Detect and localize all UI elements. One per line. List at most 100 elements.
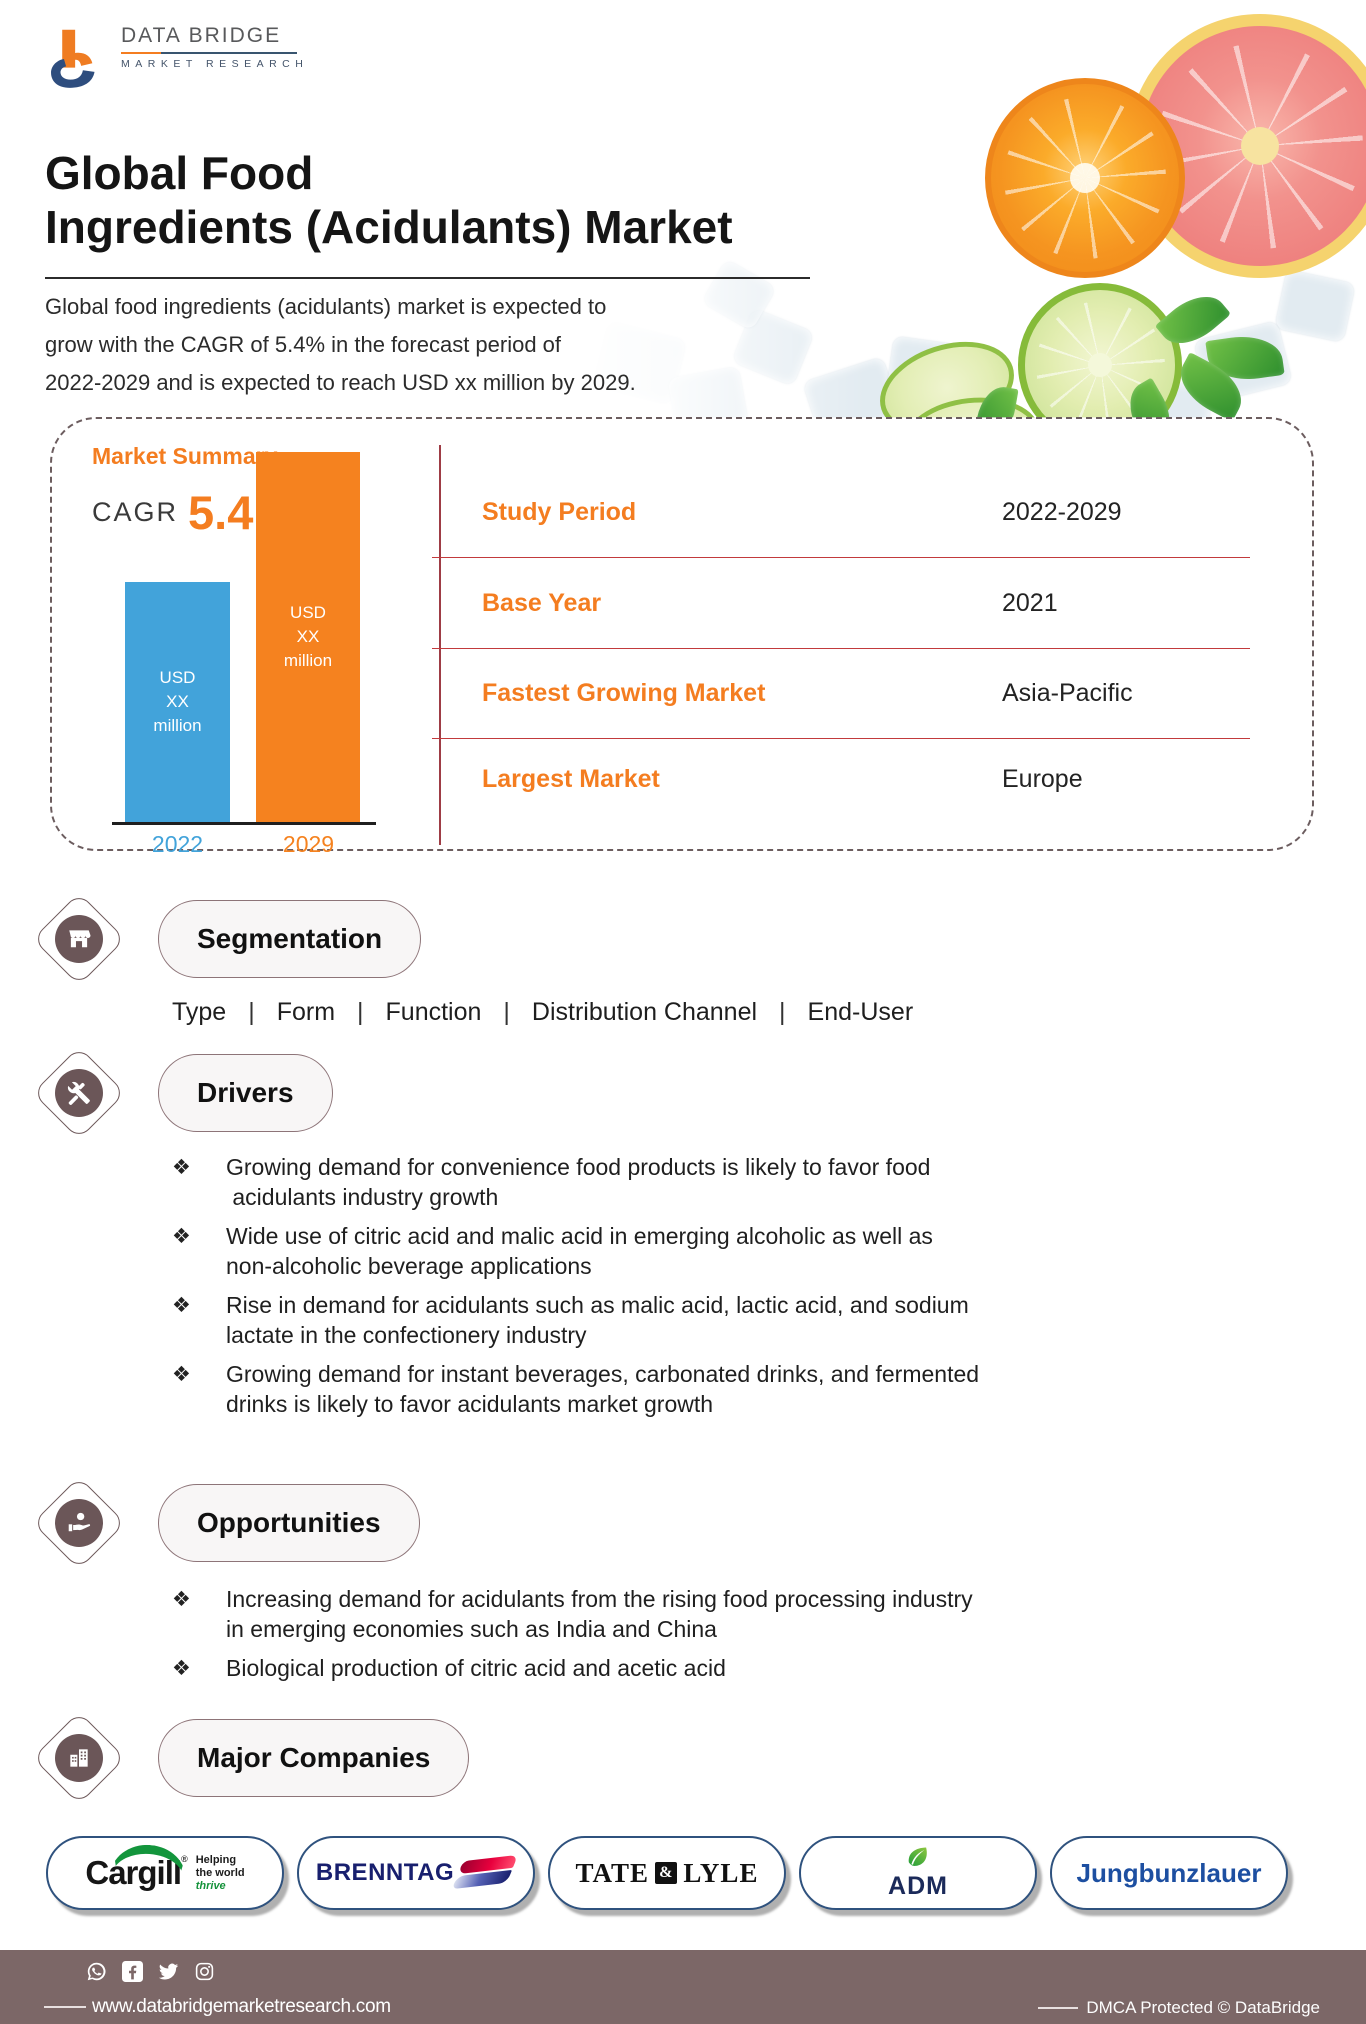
driver-bullet: ❖ Rise in demand for acidulants such as … [172,1290,979,1350]
bullet-line: lactate in the confectionery industry [226,1322,587,1348]
major-companies-pill: Major Companies [158,1719,470,1797]
storefront-icon [55,915,103,963]
segmentation-pill: Segmentation [158,900,422,978]
adm-leaf-icon [908,1847,927,1866]
bar-2029: USD XX million [256,452,360,822]
segmentation-title: Segmentation [197,923,383,954]
logo-line1: DATA BRIDGE [121,24,282,47]
dmca-dash-line [1038,2007,1079,2009]
separator: | [357,998,364,1026]
website-row: www.databridgemarketresearch.com [0,1996,391,2018]
bullet-line: drinks is likely to favor acidulants mar… [226,1391,714,1417]
logo-divider [121,52,297,54]
tools-icon [55,1069,103,1117]
segment-item-distribution-channel: Distribution Channel [531,998,758,1026]
cagr-value: 5.4 [188,486,254,539]
bar-2022: USD XX million [125,582,230,822]
vertical-divider [439,445,441,845]
company-logo-brenntag: BRENNTAG [297,1836,535,1910]
twitter-icon[interactable] [158,1961,179,1982]
opportunities-diamond [32,1476,126,1570]
opportunity-bullet: ❖ Biological production of citric acid a… [172,1653,973,1684]
company-logo-cargill: Cargill® Helping the world thrive [46,1836,284,1910]
opportunities-title: Opportunities [197,1507,381,1538]
bullet-line: Biological production of citric acid and… [226,1655,726,1681]
fact-label: Study Period [482,497,637,526]
hand-coin-icon [55,1499,103,1547]
driver-bullet: ❖ Wide use of citric acid and malic acid… [172,1221,979,1281]
instagram-icon[interactable] [194,1961,215,1982]
bar-2022-label-line: XX [166,692,189,711]
subtitle-line: Global food ingredients (acidulants) mar… [45,294,607,319]
bar-2022-label-line: million [153,716,202,735]
subtitle-line: 2022-2029 and is expected to reach USD x… [45,370,636,395]
bullet-line: Growing demand for instant beverages, ca… [226,1361,980,1387]
brenntag-swoosh [451,1854,519,1891]
fact-label: Base Year [482,588,602,617]
driver-bullet: ❖ Growing demand for convenience food pr… [172,1152,979,1212]
website-url[interactable]: www.databridgemarketresearch.com [92,1996,391,2017]
fact-row: Base Year 2021 [432,558,1250,649]
separator: | [248,998,255,1026]
segment-item-function: Function [385,998,482,1026]
title-line2: Ingredients (Acidulants) Market [45,201,733,253]
logo-line2: MARKET RESEARCH [121,58,309,70]
bar-2022-label-line: USD [159,668,196,687]
bar-2029-label-line: million [283,651,333,670]
major-companies-title: Major Companies [197,1742,431,1773]
fact-value: Europe [1002,765,1083,793]
tate-lyle-ampersand: & [655,1862,678,1884]
segment-item-form: Form [276,998,336,1026]
separator: | [503,998,510,1026]
subtitle-line: grow with the CAGR of 5.4% in the foreca… [45,332,562,357]
adm-wordmark: ADM [888,1872,948,1900]
bullet-line: non-alcoholic beverage applications [226,1253,592,1279]
segment-item-type: Type [172,998,227,1026]
whatsapp-icon[interactable] [86,1961,107,1982]
page-title: Global Food Ingredients (Acidulants) Mar… [45,146,733,254]
axis-label-2029: 2029 [282,831,335,857]
drivers-pill: Drivers [158,1054,333,1132]
bullet-diamond-icon: ❖ [172,1156,191,1179]
bullet-line: Rise in demand for acidulants such as ma… [226,1292,969,1318]
opportunities-bullets: ❖ Increasing demand for acidulants from … [172,1584,973,1684]
opportunity-bullet: ❖ Increasing demand for acidulants from … [172,1584,973,1644]
cargill-wordmark: Cargill® [85,1842,189,1892]
segmentation-diamond [32,892,126,986]
databridge-logo: DATA BRIDGE MARKET RESEARCH [45,24,308,94]
fact-row: Study Period 2022-2029 [432,467,1250,558]
cargill-leaf-arc [110,1842,189,1881]
bullet-line: Wide use of citric acid and malic acid i… [226,1223,933,1249]
bullet-line: Increasing demand for acidulants from th… [226,1586,973,1612]
fact-value: 2021 [1002,588,1058,617]
fact-label: Fastest Growing Market [482,679,766,707]
drivers-diamond [32,1046,126,1140]
segmentation-items: Type | Form | Function | Distribution Ch… [172,998,913,1027]
bullet-diamond-icon: ❖ [172,1363,191,1386]
company-logo-jungbunzlauer: Jungbunzlauer [1050,1836,1288,1910]
segment-item-end-user: End-User [807,998,914,1026]
dmca-row: DMCA Protected © DataBridge [1038,1998,1320,2018]
chart-axis [112,822,376,825]
drivers-bullets: ❖ Growing demand for convenience food pr… [172,1152,979,1419]
bullet-line: Growing demand for convenience food prod… [226,1154,931,1180]
company-logo-tate-lyle: TATE & LYLE [548,1836,786,1910]
bar-2029-label-line: USD [290,603,326,622]
title-underline [45,277,810,279]
bullet-diamond-icon: ❖ [172,1294,191,1317]
separator: | [779,998,786,1026]
social-icons [86,1961,215,1982]
databridge-logo-icon [51,29,95,88]
bullet-diamond-icon: ❖ [172,1588,191,1611]
axis-label-2022: 2022 [151,831,204,857]
facebook-icon[interactable] [122,1961,143,1982]
bullet-diamond-icon: ❖ [172,1657,191,1680]
opportunities-pill: Opportunities [158,1484,420,1562]
bar-2029-label-line: XX [296,627,320,646]
title-line1: Global Food [45,147,314,199]
fact-row: Largest Market Europe [432,739,1250,820]
fact-label: Largest Market [482,765,660,793]
buildings-icon [55,1734,103,1782]
market-facts-table: Study Period 2022-2029 Base Year 2021 Fa… [432,467,1250,820]
